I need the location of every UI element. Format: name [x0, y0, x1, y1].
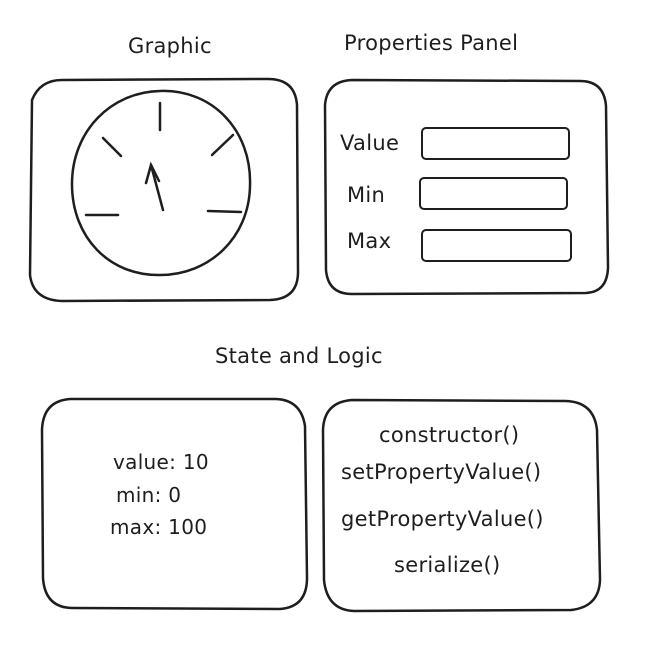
state-line-value: value: 10: [113, 450, 209, 474]
state-and-logic-heading: State and Logic: [215, 344, 383, 368]
gauge-tick-upper-right: [210, 133, 235, 157]
graphic-heading: Graphic: [128, 34, 212, 58]
field-label-max: Max: [347, 229, 392, 253]
properties-panel-box: [323, 78, 610, 296]
min-input[interactable]: [419, 177, 568, 210]
gauge-needle: [149, 163, 165, 212]
method-serialize: serialize(): [394, 553, 501, 577]
logic-box: [321, 398, 602, 613]
field-label-value: Value: [340, 131, 400, 155]
gauge-tick-right: [206, 209, 243, 214]
state-line-max: max: 100: [110, 515, 208, 539]
graphic-box: [28, 77, 300, 303]
properties-panel-heading: Properties Panel: [344, 31, 519, 55]
gauge-dial-face: [70, 89, 252, 277]
value-input[interactable]: [421, 127, 570, 160]
state-box: [40, 397, 309, 611]
gauge-dial-icon: [70, 89, 252, 277]
method-get-property-value: getPropertyValue(): [341, 507, 544, 531]
state-line-min: min: 0: [116, 483, 182, 507]
max-input[interactable]: [421, 229, 572, 262]
gauge-needle-head: [144, 161, 161, 185]
method-set-property-value: setPropertyValue(): [341, 460, 542, 484]
method-constructor: constructor(): [379, 423, 520, 447]
field-label-min: Min: [347, 183, 386, 207]
gauge-tick-upper-left: [101, 136, 123, 158]
